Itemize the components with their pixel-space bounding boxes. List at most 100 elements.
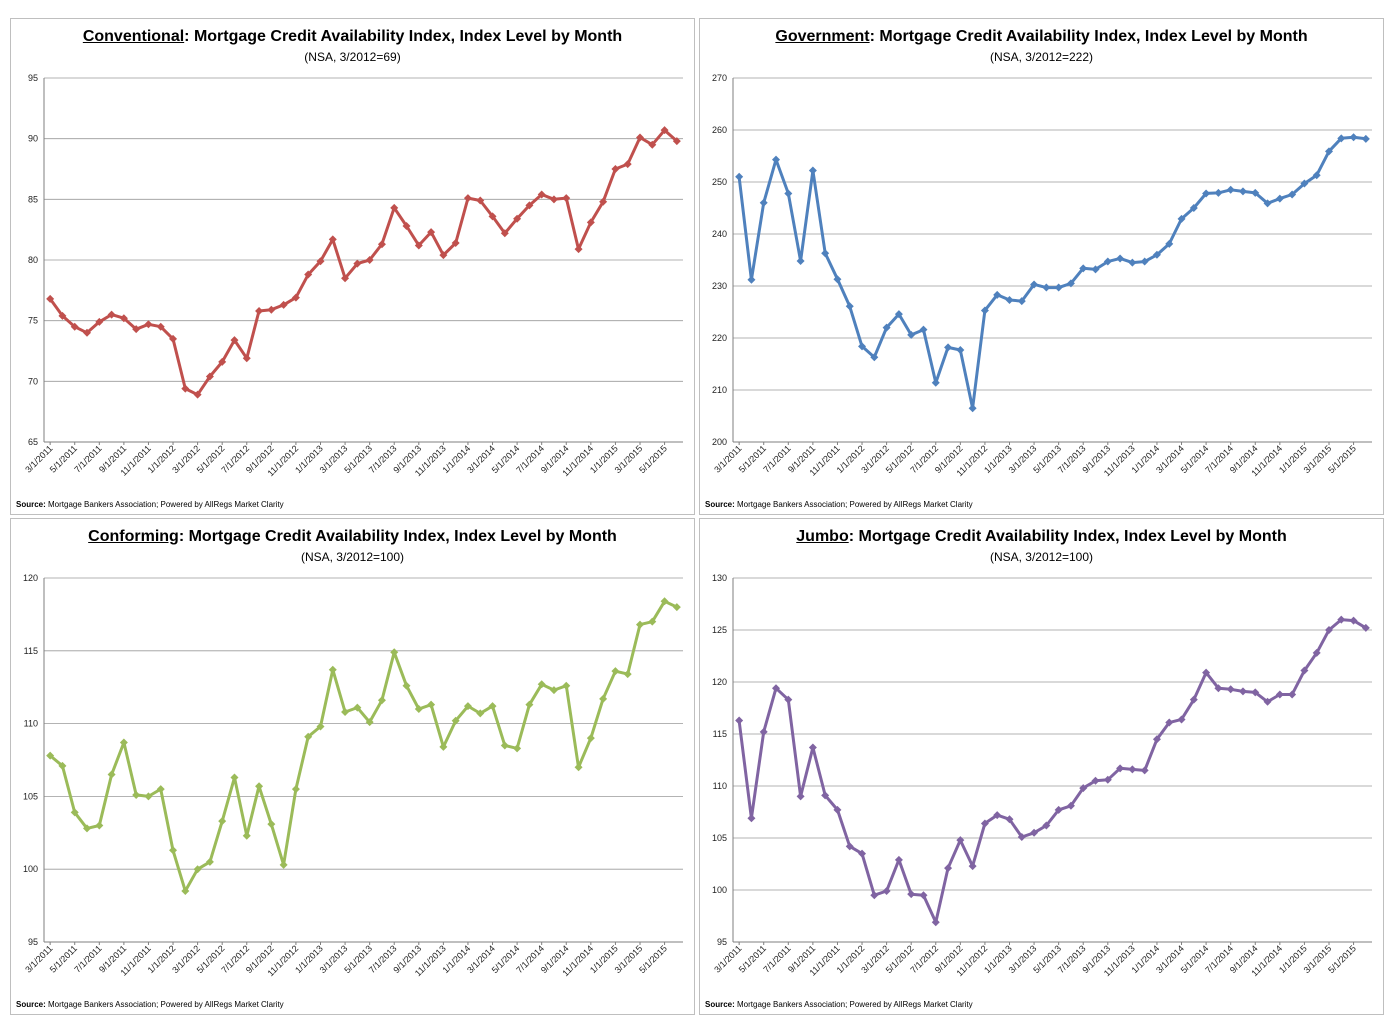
data-point <box>1337 615 1346 624</box>
data-point <box>488 702 497 711</box>
data-point <box>1324 147 1333 156</box>
data-point <box>193 865 202 874</box>
source-text: Mortgage Bankers Association; Powered by… <box>45 500 284 509</box>
y-tick-label: 120 <box>23 573 38 583</box>
data-point <box>107 310 116 319</box>
data-point <box>980 819 989 828</box>
data-point <box>341 707 350 716</box>
data-point <box>672 603 681 612</box>
data-point <box>1202 189 1211 198</box>
data-point <box>821 249 830 258</box>
y-tick-label: 110 <box>24 719 38 729</box>
data-point <box>623 670 632 679</box>
data-point <box>500 229 509 238</box>
data-point <box>451 716 460 725</box>
data-point <box>574 245 583 254</box>
data-point <box>944 343 953 352</box>
data-point <box>1337 134 1346 143</box>
data-point <box>1312 648 1321 657</box>
data-point <box>1152 735 1161 744</box>
title-segment: Conforming <box>88 528 179 545</box>
data-point <box>119 314 128 323</box>
y-tick-label: 90 <box>28 134 38 144</box>
source-note: Source: Mortgage Bankers Association; Po… <box>16 1000 284 1009</box>
data-point <box>1189 204 1198 212</box>
data-point <box>956 836 965 845</box>
chart-subtitle: (NSA, 3/2012=69) <box>304 50 401 64</box>
y-tick-label: 200 <box>712 437 727 447</box>
government-plot: 2002102202302402502602703/1/20115/1/2011… <box>712 73 1372 478</box>
data-point <box>1042 821 1051 830</box>
data-point <box>1152 250 1161 259</box>
data-point <box>365 718 374 727</box>
data-point <box>488 212 497 221</box>
series-line <box>49 599 678 893</box>
jumbo-chart-panel: Jumbo: Mortgage Credit Availability Inde… <box>699 518 1384 1015</box>
data-point <box>242 831 251 840</box>
data-point <box>193 390 202 399</box>
data-point <box>279 860 288 869</box>
data-point <box>1140 766 1149 775</box>
data-point <box>476 196 485 205</box>
data-point <box>1251 188 1260 197</box>
data-point <box>255 782 264 791</box>
data-point <box>1054 805 1063 814</box>
data-point <box>623 160 632 169</box>
data-point <box>747 275 756 284</box>
data-point <box>1275 690 1284 699</box>
data-point <box>1177 715 1186 724</box>
data-point <box>993 290 1002 299</box>
data-point <box>907 330 916 339</box>
title-rest: : Mortgage Credit Availability Index, In… <box>184 28 623 45</box>
data-point <box>858 342 867 351</box>
data-point <box>1238 187 1247 196</box>
data-point <box>772 155 781 164</box>
data-point <box>1361 134 1370 143</box>
data-point <box>1054 283 1063 292</box>
data-point <box>341 274 350 283</box>
data-point <box>427 700 436 709</box>
data-point <box>907 890 916 899</box>
y-tick-label: 220 <box>712 333 727 343</box>
data-point <box>414 241 423 250</box>
data-point <box>1066 279 1075 288</box>
data-point <box>107 770 116 779</box>
data-point <box>316 257 325 266</box>
title-rest: : Mortgage Credit Availability Index, In… <box>848 528 1287 545</box>
data-point <box>427 228 436 237</box>
data-point <box>894 310 903 319</box>
data-point <box>119 738 128 747</box>
data-point <box>144 320 153 329</box>
data-point <box>549 195 558 204</box>
data-point <box>759 727 768 736</box>
data-point <box>1017 832 1026 841</box>
data-point <box>660 126 669 135</box>
data-point <box>808 166 817 175</box>
data-point <box>46 751 55 760</box>
data-point <box>1300 179 1309 188</box>
data-point <box>377 696 386 705</box>
data-point <box>83 824 92 833</box>
data-point <box>1116 254 1125 263</box>
data-point <box>242 354 251 363</box>
data-point <box>858 849 867 858</box>
data-point <box>784 189 793 198</box>
y-tick-label: 105 <box>712 833 727 843</box>
title-rest: : Mortgage Credit Availability Index, In… <box>869 28 1308 45</box>
data-point <box>451 239 460 248</box>
data-point <box>132 325 141 334</box>
data-point <box>353 259 362 268</box>
data-point <box>1103 257 1112 266</box>
data-point <box>1263 199 1272 208</box>
data-point <box>1128 765 1137 774</box>
data-point <box>599 197 608 206</box>
data-point <box>956 345 965 354</box>
data-point <box>808 743 817 752</box>
data-point <box>1263 697 1272 706</box>
data-point <box>328 235 337 244</box>
data-point <box>1079 264 1088 273</box>
data-point <box>845 302 854 311</box>
data-point <box>402 681 411 690</box>
data-point <box>328 665 337 674</box>
source-note: Source: Mortgage Bankers Association; Po… <box>705 1000 973 1009</box>
